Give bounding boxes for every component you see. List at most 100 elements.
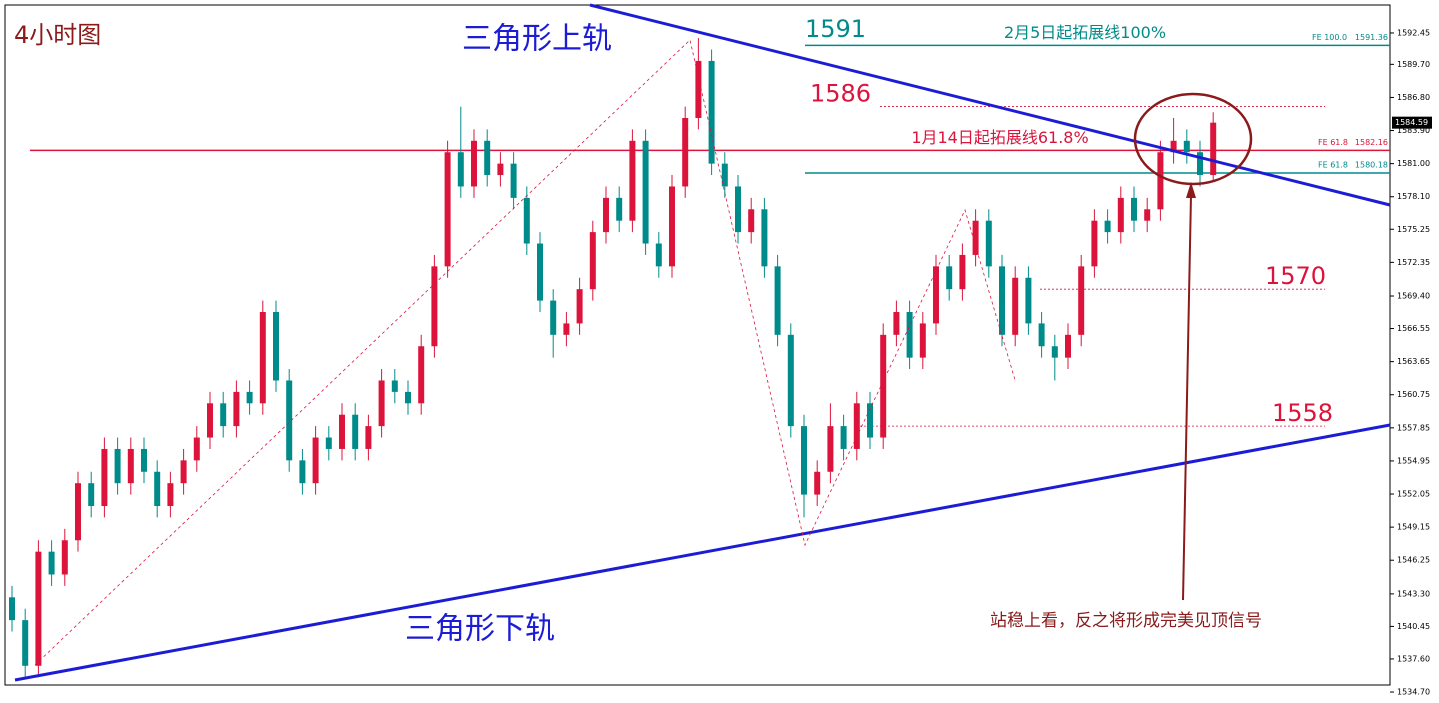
- candle-body: [431, 266, 438, 347]
- candle-body: [682, 117, 689, 187]
- y-tick-label: 1546.25: [1397, 556, 1430, 565]
- candle-body: [114, 448, 121, 484]
- y-tick-label: 1589.70: [1397, 60, 1430, 69]
- candle-body: [312, 437, 319, 484]
- candle-body: [497, 163, 504, 176]
- candle-body: [1038, 323, 1045, 347]
- fe-note: 1月14日起拓展线61.8%: [911, 128, 1088, 147]
- price-tag: [1392, 116, 1432, 129]
- candle-body: [1131, 197, 1137, 221]
- candle-body: [1197, 152, 1203, 176]
- candle-body: [893, 311, 900, 335]
- upper-label: 三角形上轨: [462, 22, 612, 57]
- level-label: 1591: [805, 15, 866, 43]
- candle-body: [1012, 277, 1019, 335]
- candle-body: [378, 380, 385, 427]
- candle-body: [563, 323, 570, 335]
- candle-body: [827, 426, 834, 472]
- candle-body: [880, 334, 887, 438]
- fe-value: 1582.16: [1355, 138, 1388, 147]
- candle-body: [655, 243, 662, 267]
- candle-body: [985, 220, 992, 267]
- y-tick-label: 1540.45: [1397, 622, 1430, 631]
- chart-title: 4小时图: [14, 21, 101, 49]
- y-tick-label: 1552.05: [1397, 490, 1430, 499]
- candle-body: [1104, 220, 1111, 233]
- fe-name: FE 100.0: [1312, 33, 1347, 42]
- candle-body: [1065, 334, 1071, 358]
- zigzag: [34, 39, 1016, 666]
- comment: 站稳上看，反之将形成完美见顶信号: [990, 611, 1262, 631]
- price-tag-label: 1584.59: [1395, 118, 1428, 127]
- candle-body: [748, 209, 755, 233]
- candle-body: [365, 426, 372, 449]
- y-tick-label: 1569.40: [1397, 292, 1430, 301]
- candle-body: [972, 220, 979, 255]
- y-tick-label: 1578.10: [1397, 192, 1430, 201]
- y-tick-label: 1557.85: [1397, 423, 1430, 432]
- y-tick-label: 1549.15: [1397, 523, 1430, 532]
- candle-body: [273, 311, 279, 381]
- candle-body: [193, 437, 200, 461]
- fe-name: FE 61.8: [1318, 160, 1348, 169]
- y-tick-label: 1575.25: [1397, 225, 1430, 234]
- candle-body: [999, 266, 1005, 335]
- candle-body: [1157, 152, 1164, 210]
- candle-body: [523, 197, 530, 244]
- candle-body: [471, 140, 477, 187]
- candle-body: [444, 152, 451, 267]
- candle-body: [906, 311, 913, 358]
- candle-body: [391, 380, 398, 392]
- candle-body: [933, 266, 939, 324]
- plot-frame: [4, 4, 1391, 686]
- candle-body: [695, 60, 702, 118]
- y-tick-label: 1572.35: [1397, 258, 1430, 267]
- candle-body: [35, 551, 42, 666]
- candle-body: [669, 186, 675, 267]
- candle-body: [1091, 220, 1098, 267]
- candle-body: [1183, 140, 1190, 153]
- y-tick-label: 1583.90: [1397, 126, 1430, 135]
- candle-body: [629, 140, 636, 221]
- candle-body: [1170, 140, 1177, 153]
- candle-body: [774, 266, 781, 335]
- candle-body: [246, 391, 253, 404]
- candle-body: [603, 197, 609, 233]
- candle-body: [9, 597, 15, 621]
- candle-body: [1025, 277, 1032, 324]
- fe-name: FE 61.8: [1318, 138, 1348, 147]
- upper-trendline: [589, 3, 1391, 207]
- candle-body: [207, 403, 213, 438]
- candle-body: [75, 483, 81, 541]
- candle-body: [1210, 122, 1217, 176]
- candle-body: [589, 232, 596, 290]
- y-tick-label: 1554.95: [1397, 456, 1430, 465]
- candle-body: [484, 140, 491, 176]
- candle-body: [801, 426, 807, 495]
- y-tick-label: 1566.55: [1397, 324, 1430, 333]
- candle-body: [61, 540, 68, 575]
- candle-body: [352, 414, 359, 449]
- candle-body: [1051, 346, 1058, 358]
- candle-body: [510, 163, 517, 198]
- candle-body: [867, 403, 873, 438]
- highlight-circle: [1133, 92, 1253, 186]
- candle-body: [325, 437, 332, 449]
- candle-body: [840, 426, 847, 449]
- candle-body: [550, 300, 557, 335]
- candle-body: [853, 403, 860, 449]
- candle-body: [88, 483, 95, 507]
- candle-body: [708, 60, 715, 164]
- y-tick-label: 1563.65: [1397, 357, 1430, 366]
- candle-body: [220, 403, 227, 427]
- y-tick-label: 1592.45: [1397, 28, 1430, 37]
- y-tick-label: 1581.00: [1397, 159, 1430, 168]
- candle-body: [959, 254, 966, 290]
- candle-body: [735, 186, 741, 233]
- candle-body: [48, 551, 55, 575]
- candle-body: [339, 414, 345, 449]
- y-tick-label: 1586.80: [1397, 93, 1430, 102]
- level-label: 1558: [1272, 399, 1333, 427]
- fe-value: 1591.36: [1355, 33, 1388, 42]
